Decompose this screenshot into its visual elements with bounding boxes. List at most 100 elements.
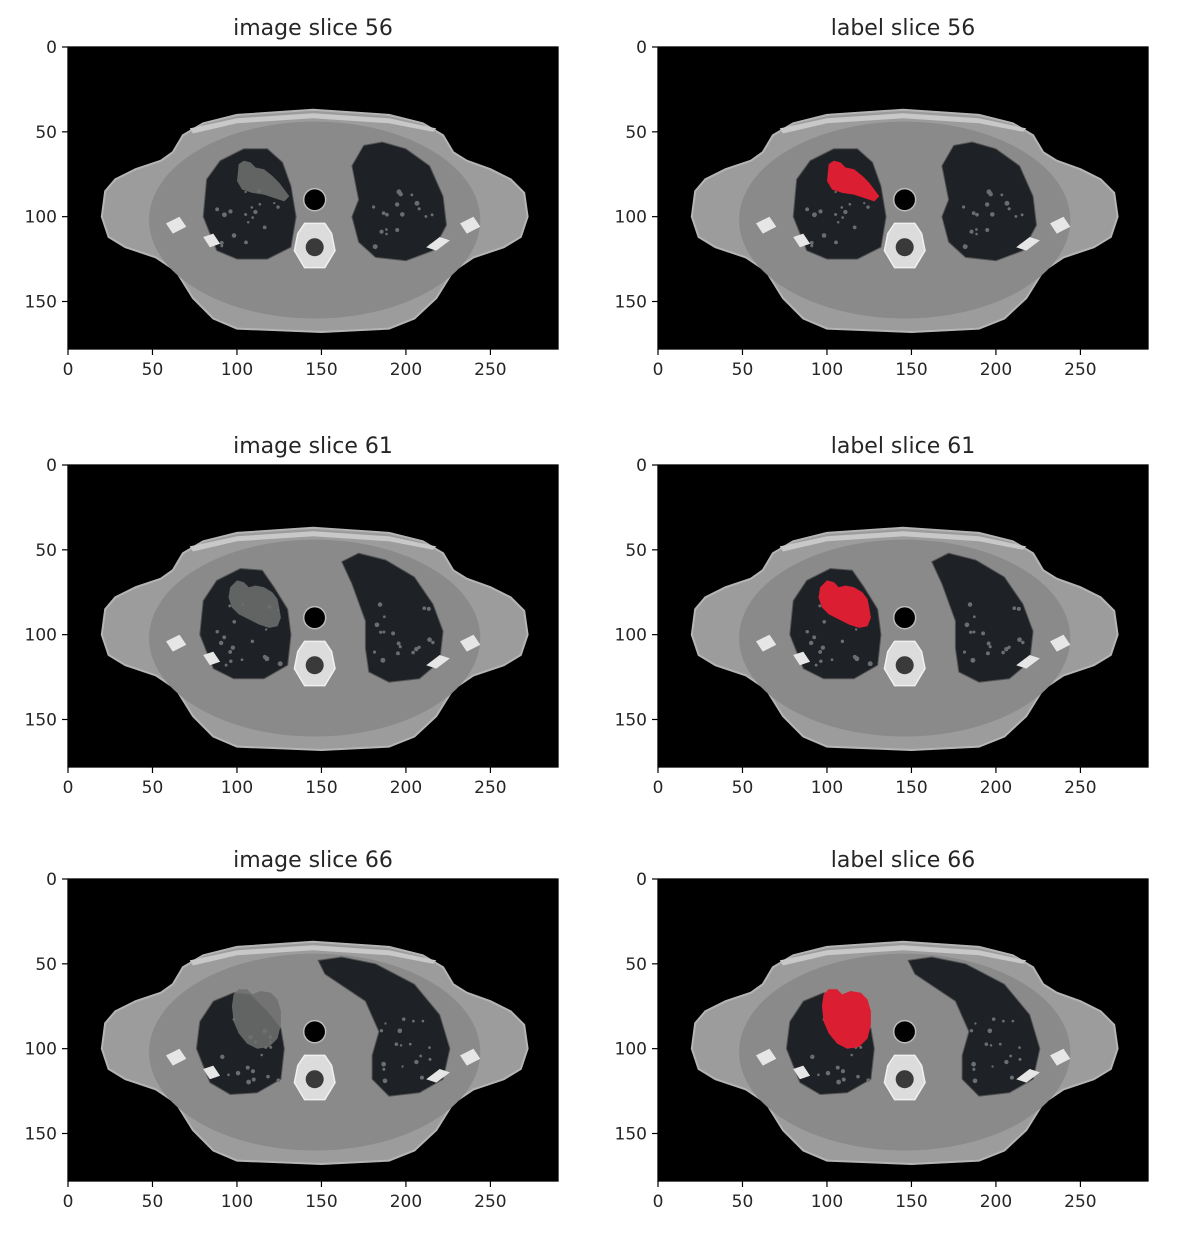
humerus-right [166,634,187,652]
x-tick-label: 50 [732,778,754,798]
lung-vessels [215,189,434,250]
clavicle-arc [189,531,437,552]
y-tick-label: 150 [25,1124,57,1144]
humerus-right [756,216,777,234]
axes-frame [67,464,559,768]
y-tick-label: 100 [615,208,647,228]
axes-frame [67,878,559,1182]
x-tick-label: 0 [653,1192,664,1212]
x-tick-label: 250 [1064,1192,1096,1212]
x-tick-label: 100 [811,778,843,798]
spinal-canal [895,656,914,675]
x-tick-label: 150 [305,360,337,380]
x-tick-label: 0 [63,778,74,798]
y-tick-label: 50 [35,123,57,143]
x-tick-label: 100 [811,1192,843,1212]
panel-title: label slice 66 [831,848,976,873]
x-tick-label: 150 [305,778,337,798]
clavicle-arc [779,113,1027,134]
x-tick-label: 200 [390,778,422,798]
x-tick-label: 200 [980,360,1012,380]
axes-frame [67,46,559,350]
y-tick-label: 100 [25,1040,57,1060]
humerus-right [756,1048,777,1066]
x-tick-label: 150 [895,778,927,798]
scapula-left [1016,1069,1040,1083]
ct-image [68,465,558,767]
humerus-left [1050,216,1071,234]
axes-frame [657,46,1149,350]
y-tick-label: 100 [615,626,647,646]
x-tick-label: 100 [811,360,843,380]
scapula-right [793,651,811,666]
scapula-right [203,233,221,248]
y-tick-label: 100 [25,626,57,646]
panel-label-66: label slice 66 0 50 100 150 0 50 100 150 200 250 [615,848,1149,1212]
x-tick-label: 0 [653,360,664,380]
panel-image-61: image slice 61 0 50 100 150 0 50 100 150 200 250 [25,434,559,798]
x-tick-label: 0 [63,360,74,380]
humerus-right [756,634,777,652]
ct-image [658,465,1148,767]
x-tick-label: 250 [1064,778,1096,798]
x-tick-label: 0 [653,778,664,798]
clavicle-arc [779,531,1027,552]
y-tick-label: 100 [615,1040,647,1060]
y-tick-label: 150 [615,292,647,312]
ct-image [68,879,558,1181]
scapula-left [1016,655,1040,669]
y-tick-label: 150 [25,292,57,312]
left-lung [941,141,1038,262]
y-tick-label: 50 [35,541,57,561]
humerus-left [460,216,481,234]
trachea [892,1019,917,1044]
tumor-region [237,160,290,202]
panel-title: label slice 56 [831,16,976,41]
ct-image [68,47,558,349]
spinal-canal [305,238,324,257]
y-tick-label: 0 [46,870,57,890]
y-tick-label: 0 [46,456,57,476]
x-tick-label: 250 [474,778,506,798]
humerus-left [1050,1048,1071,1066]
spinal-canal [895,238,914,257]
x-tick-label: 250 [474,360,506,380]
panel-title: image slice 61 [233,434,393,459]
panel-label-61: label slice 61 0 50 100 150 0 50 100 150 200 250 [615,434,1149,798]
scapula-right [203,651,221,666]
x-tick-label: 200 [390,1192,422,1212]
tumor-label-mask [827,160,880,202]
trachea [302,605,327,630]
tumor-region [231,989,281,1049]
panel-image-56: image slice 56 0 50 100 150 0 50 100 150 200 250 [25,16,559,380]
panel-title: image slice 56 [233,16,393,41]
tumor-label-mask [821,989,871,1049]
scapula-left [426,237,450,251]
y-tick-label: 150 [615,1124,647,1144]
axes-frame [657,878,1149,1182]
panel-title: label slice 61 [831,434,976,459]
x-tick-label: 100 [221,778,253,798]
clavicle-arc [189,113,437,134]
panel-image-66: image slice 66 0 50 100 150 0 50 100 150 200 250 [25,848,559,1212]
y-tick-label: 0 [46,38,57,58]
x-tick-label: 50 [142,778,164,798]
panel-label-56: label slice 56 0 50 100 150 0 50 100 150 200 250 [615,16,1149,380]
lung-vessels [215,602,435,667]
humerus-left [460,1048,481,1066]
trachea [892,187,917,212]
scapula-right [203,1065,221,1080]
lung-vessels [805,602,1025,667]
y-tick-label: 150 [615,710,647,730]
x-tick-label: 0 [63,1192,74,1212]
tumor-region [228,580,281,628]
humerus-left [1050,634,1071,652]
y-tick-label: 50 [35,955,57,975]
y-tick-label: 100 [25,208,57,228]
y-tick-label: 0 [636,870,647,890]
y-tick-label: 50 [625,123,647,143]
scapula-right [793,1065,811,1080]
spinal-canal [305,656,324,675]
ct-image [658,47,1148,349]
